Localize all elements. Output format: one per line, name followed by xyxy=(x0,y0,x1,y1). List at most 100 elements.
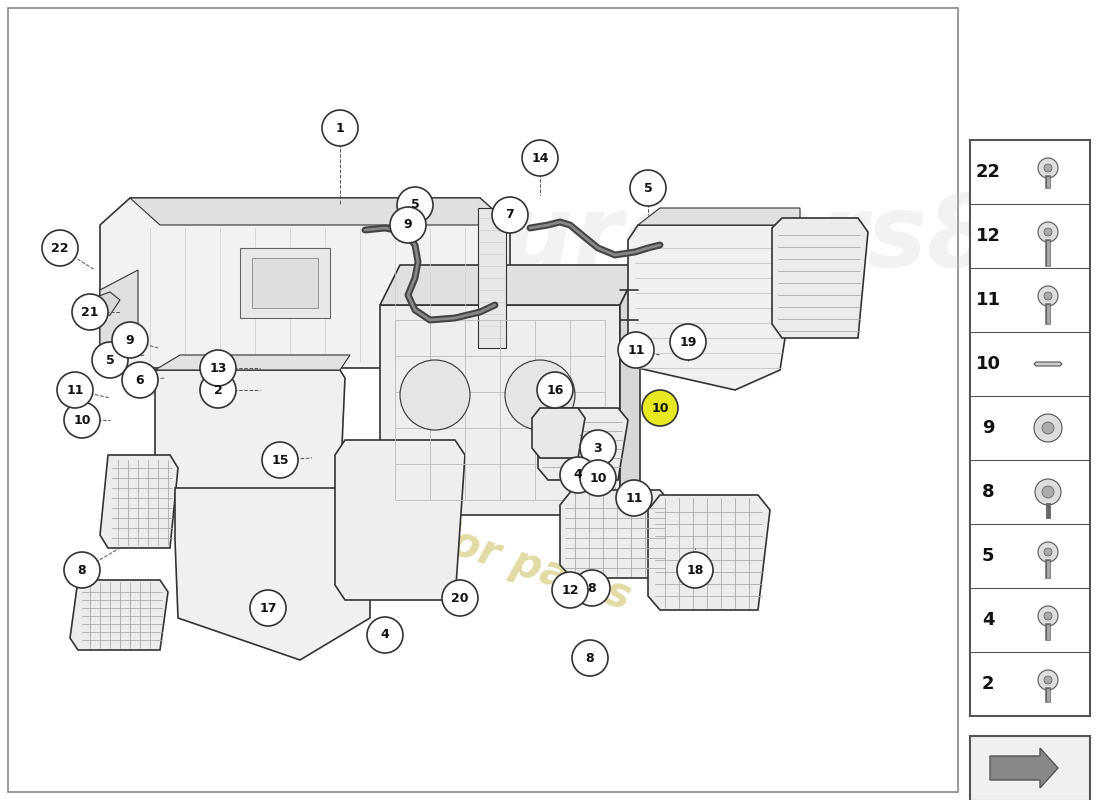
Circle shape xyxy=(580,460,616,496)
Polygon shape xyxy=(620,265,640,515)
Text: 10: 10 xyxy=(590,471,607,485)
Circle shape xyxy=(200,372,236,408)
Polygon shape xyxy=(336,440,465,600)
Text: 14: 14 xyxy=(531,151,549,165)
Circle shape xyxy=(1038,158,1058,178)
Circle shape xyxy=(1044,548,1052,556)
Text: 11: 11 xyxy=(627,343,645,357)
Polygon shape xyxy=(560,490,672,578)
Circle shape xyxy=(1044,292,1052,300)
Text: 2: 2 xyxy=(213,383,222,397)
Circle shape xyxy=(57,372,94,408)
Text: 13: 13 xyxy=(209,362,227,374)
Circle shape xyxy=(1044,676,1052,684)
Polygon shape xyxy=(100,270,138,358)
Text: 11: 11 xyxy=(976,291,1001,309)
Text: 1: 1 xyxy=(336,122,344,134)
Text: 12: 12 xyxy=(561,583,579,597)
Circle shape xyxy=(492,197,528,233)
Circle shape xyxy=(537,372,573,408)
Polygon shape xyxy=(155,355,350,370)
Polygon shape xyxy=(379,265,640,305)
Circle shape xyxy=(642,390,678,426)
Polygon shape xyxy=(155,370,345,490)
Circle shape xyxy=(42,230,78,266)
Text: 19: 19 xyxy=(680,335,696,349)
Text: eurocars85: eurocars85 xyxy=(433,191,1066,289)
Text: 8: 8 xyxy=(587,582,596,594)
Polygon shape xyxy=(990,748,1058,788)
Circle shape xyxy=(442,580,478,616)
Text: 17: 17 xyxy=(260,602,277,614)
Bar xyxy=(970,140,1090,716)
Circle shape xyxy=(1035,479,1062,505)
Circle shape xyxy=(572,640,608,676)
Text: 20: 20 xyxy=(451,591,469,605)
Polygon shape xyxy=(100,198,510,368)
Polygon shape xyxy=(100,455,178,548)
Circle shape xyxy=(560,457,596,493)
Circle shape xyxy=(64,402,100,438)
Circle shape xyxy=(616,480,652,516)
Text: 9: 9 xyxy=(404,218,412,231)
Polygon shape xyxy=(88,292,120,318)
Polygon shape xyxy=(130,198,510,225)
Polygon shape xyxy=(1034,362,1062,366)
Text: 5: 5 xyxy=(644,182,652,194)
Circle shape xyxy=(1038,286,1058,306)
Text: 3: 3 xyxy=(594,442,603,454)
Text: 8: 8 xyxy=(585,651,594,665)
Circle shape xyxy=(322,110,358,146)
Polygon shape xyxy=(532,408,585,458)
Bar xyxy=(8,8,958,792)
Text: 22: 22 xyxy=(52,242,68,254)
Text: 10: 10 xyxy=(74,414,90,426)
Circle shape xyxy=(112,322,148,358)
Circle shape xyxy=(676,552,713,588)
Text: 4: 4 xyxy=(381,629,389,642)
Polygon shape xyxy=(538,408,628,480)
Polygon shape xyxy=(628,225,800,390)
Text: 12: 12 xyxy=(976,227,1001,245)
Text: 9: 9 xyxy=(981,419,994,437)
Text: 8: 8 xyxy=(78,563,86,577)
Text: 18: 18 xyxy=(686,563,704,577)
Text: 5: 5 xyxy=(106,354,114,366)
Text: 4: 4 xyxy=(573,469,582,482)
Polygon shape xyxy=(772,218,868,338)
Circle shape xyxy=(552,572,589,608)
Circle shape xyxy=(64,552,100,588)
Circle shape xyxy=(580,430,616,466)
Text: 22: 22 xyxy=(976,163,1001,181)
Polygon shape xyxy=(638,208,800,225)
Text: 4: 4 xyxy=(981,611,994,629)
Circle shape xyxy=(670,324,706,360)
Text: 10: 10 xyxy=(651,402,669,414)
Circle shape xyxy=(92,342,128,378)
Circle shape xyxy=(1038,606,1058,626)
Circle shape xyxy=(200,350,236,386)
Bar xyxy=(240,248,330,318)
Circle shape xyxy=(630,170,666,206)
Text: 16: 16 xyxy=(547,383,563,397)
Text: 11: 11 xyxy=(625,491,642,505)
Circle shape xyxy=(1042,422,1054,434)
Circle shape xyxy=(1044,228,1052,236)
Circle shape xyxy=(1034,414,1062,442)
Circle shape xyxy=(262,442,298,478)
Text: 9: 9 xyxy=(125,334,134,346)
Text: 5: 5 xyxy=(981,547,994,565)
Circle shape xyxy=(250,590,286,626)
Circle shape xyxy=(397,187,433,223)
Circle shape xyxy=(1044,164,1052,172)
Bar xyxy=(970,736,1090,800)
Polygon shape xyxy=(175,488,370,660)
Text: 21: 21 xyxy=(81,306,99,318)
Text: 11: 11 xyxy=(66,383,84,397)
Text: 10: 10 xyxy=(976,355,1001,373)
Circle shape xyxy=(1038,542,1058,562)
Text: a passion for parts: a passion for parts xyxy=(204,442,637,618)
Circle shape xyxy=(618,332,654,368)
Circle shape xyxy=(1038,222,1058,242)
Text: 8: 8 xyxy=(981,483,994,501)
